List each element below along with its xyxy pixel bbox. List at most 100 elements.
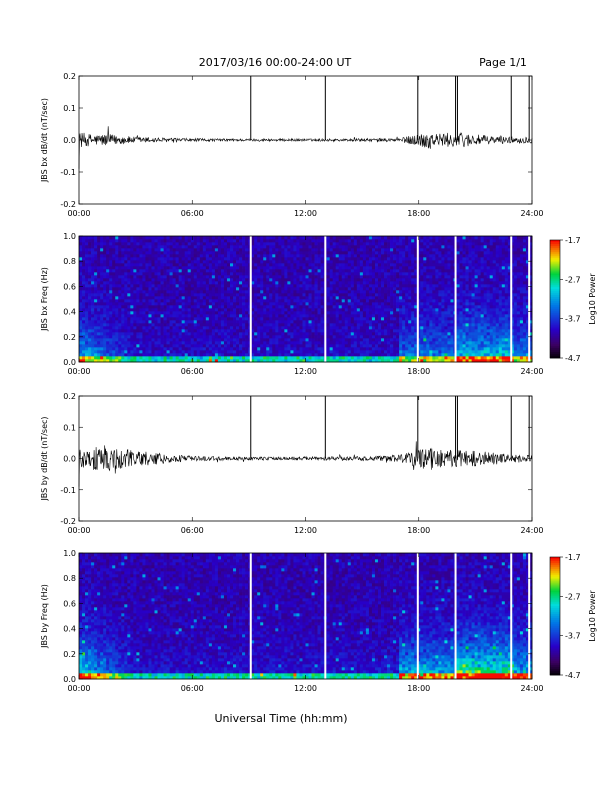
spectrogram-cell	[420, 278, 424, 282]
spectrogram-cell	[251, 359, 255, 363]
spectrogram-cell	[254, 332, 258, 336]
spectrogram-cell	[308, 353, 312, 357]
spectrogram-cell	[172, 302, 176, 306]
spectrogram-cell	[226, 344, 231, 348]
spectrogram-cell	[260, 242, 264, 246]
spectrogram-cell	[106, 284, 110, 288]
spectrogram-cell	[423, 317, 427, 321]
spectrogram-cell	[390, 278, 394, 282]
spectrogram-cell	[217, 263, 222, 267]
spectrogram-cell	[100, 347, 104, 351]
spectrogram-cell	[223, 305, 228, 309]
spectrogram-cell	[347, 254, 352, 258]
spectrogram-cell	[272, 242, 276, 246]
spectrogram-cell	[242, 275, 246, 279]
spectrogram-cell	[426, 350, 430, 354]
spectrogram-cell	[254, 296, 258, 300]
spectrogram-cell	[160, 296, 164, 300]
spectrogram-cell	[166, 245, 170, 249]
spectrogram-cell	[124, 263, 128, 267]
spectrogram-cell	[305, 296, 309, 300]
spectrogram-cell	[100, 332, 104, 336]
spectrogram-cell	[396, 284, 400, 288]
spectrogram-cell	[347, 260, 352, 264]
spectrogram-cell	[196, 260, 201, 264]
spectrogram-cell	[365, 305, 370, 309]
spectrogram-cell	[133, 248, 137, 252]
spectrogram-cell	[290, 335, 294, 339]
spectrogram-cell	[82, 341, 86, 345]
spectrogram-cell	[371, 350, 376, 354]
spectrogram-cell	[426, 296, 430, 300]
spectrogram-cell	[202, 284, 207, 288]
spectrogram-cell	[190, 257, 195, 261]
spectrogram-cell	[175, 245, 180, 249]
spectrogram-cell	[317, 245, 321, 249]
spectrogram-cell	[163, 278, 167, 282]
spectrogram-cell	[377, 266, 382, 270]
spectrogram-cell	[184, 275, 189, 279]
spectrogram-cell	[97, 281, 101, 285]
spectrogram-cell	[236, 296, 240, 300]
spectrogram-cell	[103, 293, 107, 297]
spectrogram-cell	[211, 323, 216, 327]
spectrogram-cell	[178, 251, 183, 255]
spectrogram-cell	[287, 356, 291, 360]
spectrogram-cell	[335, 242, 340, 246]
spectrogram-cell	[408, 353, 412, 357]
spectrogram-cell	[269, 308, 273, 312]
spectrogram-cell	[317, 254, 321, 258]
spectrogram-cell	[384, 260, 388, 264]
spectrogram-cell	[217, 311, 222, 315]
spectrogram-cell	[239, 305, 243, 309]
spectrogram-cell	[97, 275, 101, 279]
spectrogram-cell	[399, 278, 403, 282]
spectrogram-cell	[226, 263, 231, 267]
spectrogram-cell	[211, 287, 216, 291]
spectrogram-cell	[278, 341, 282, 345]
spectrogram-cell	[97, 320, 101, 324]
spectrogram-cell	[242, 320, 246, 324]
spectrogram-cell	[217, 278, 222, 282]
spectrogram-cell	[254, 326, 258, 330]
spectrogram-cell	[100, 356, 104, 360]
spectrogram-cell	[172, 356, 176, 360]
spectrogram-cell	[317, 239, 321, 243]
spectrogram-cell	[97, 302, 101, 306]
spectrogram-cell	[242, 302, 246, 306]
spectrogram-cell	[278, 359, 282, 363]
spectrogram-cell	[384, 344, 388, 348]
spectrogram-cell	[408, 263, 412, 267]
spectrogram-cell	[414, 263, 418, 267]
spectrogram-cell	[356, 356, 361, 360]
spectrogram-cell	[390, 332, 394, 336]
spectrogram-cell	[344, 284, 349, 288]
spectrogram-cell	[118, 287, 122, 291]
spectrogram-cell	[411, 326, 415, 330]
spectrogram-cell	[290, 242, 294, 246]
spectrogram-cell	[148, 272, 152, 276]
spectrogram-cell	[359, 263, 364, 267]
spectrogram-cell	[314, 335, 318, 339]
spectrogram-cell	[205, 341, 210, 345]
spectrogram-cell	[338, 296, 343, 300]
spectrogram-cell	[223, 284, 228, 288]
spectrogram-cell	[85, 281, 89, 285]
spectrogram-cell	[245, 251, 249, 255]
spectrogram-cell	[359, 341, 364, 345]
spectrogram-cell	[275, 272, 279, 276]
spectrogram-cell	[311, 332, 315, 336]
spectrogram-cell	[320, 290, 324, 294]
spectrogram-cell	[205, 320, 210, 324]
spectrogram-cell	[384, 254, 388, 258]
spectrogram-cell	[139, 257, 143, 261]
spectrogram-cell	[97, 347, 101, 351]
spectrogram-cell	[269, 323, 273, 327]
spectrogram-cell	[211, 308, 216, 312]
spectrogram-cell	[145, 236, 149, 240]
spectrogram-cell	[121, 287, 125, 291]
spectrogram-cell	[202, 263, 207, 267]
spectrogram-cell	[275, 278, 279, 282]
spectrogram-cell	[139, 314, 143, 318]
spectrogram-cell	[85, 245, 89, 249]
